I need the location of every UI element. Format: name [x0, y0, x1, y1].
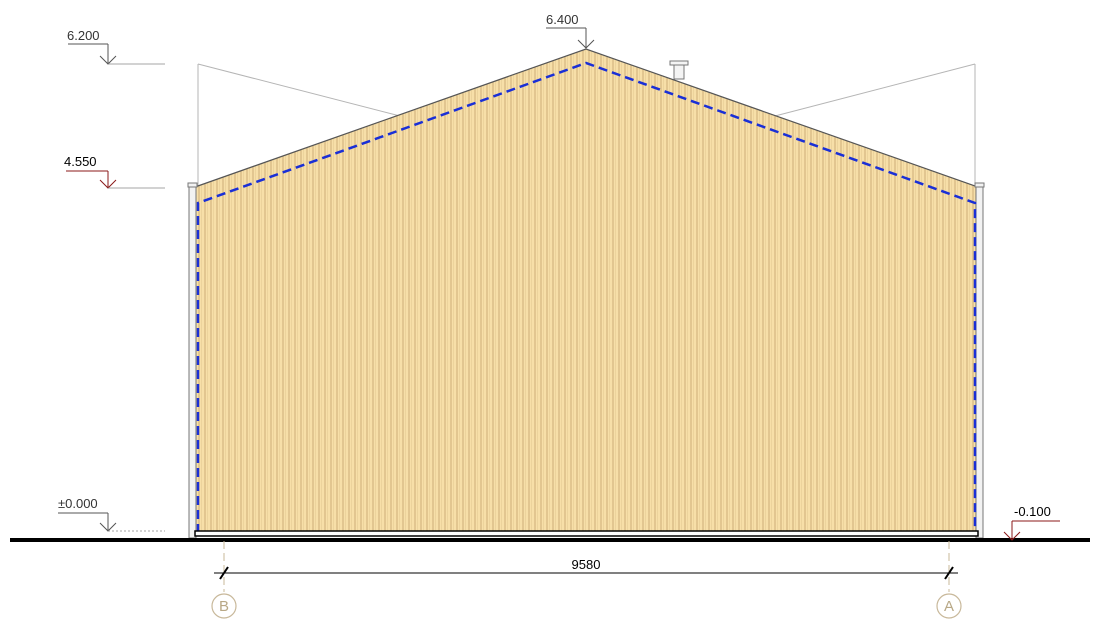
level-label-4550: 4.550 — [64, 154, 97, 169]
axis-bubble-b: B — [211, 593, 237, 619]
level-label-0000: ±0.000 — [58, 496, 98, 511]
dimension-line: 9580 — [214, 557, 958, 580]
base-plinth — [194, 530, 979, 537]
axis-label-b: B — [219, 598, 229, 615]
level-label-minus0100: -0.100 — [1014, 504, 1051, 519]
level-marker-4550: 4.550 — [64, 154, 165, 189]
level-marker-6200: 6.200 — [67, 28, 165, 65]
grid-axis-lines — [223, 541, 950, 592]
axis-label-a: A — [944, 598, 954, 615]
level-marker-0000: ±0.000 — [58, 496, 165, 532]
insulation-outline — [196, 61, 977, 533]
axis-bubble-a: A — [936, 593, 962, 619]
gable-wall-cladding — [194, 48, 979, 536]
level-marker-minus0100: -0.100 — [1003, 504, 1060, 541]
roof-construction-lines — [197, 63, 976, 187]
level-marker-6400: 6.400 — [546, 12, 595, 49]
roof-vent — [669, 60, 689, 80]
level-label-6400: 6.400 — [546, 12, 579, 27]
level-label-6200: 6.200 — [67, 28, 100, 43]
dimension-label: 9580 — [572, 557, 601, 572]
